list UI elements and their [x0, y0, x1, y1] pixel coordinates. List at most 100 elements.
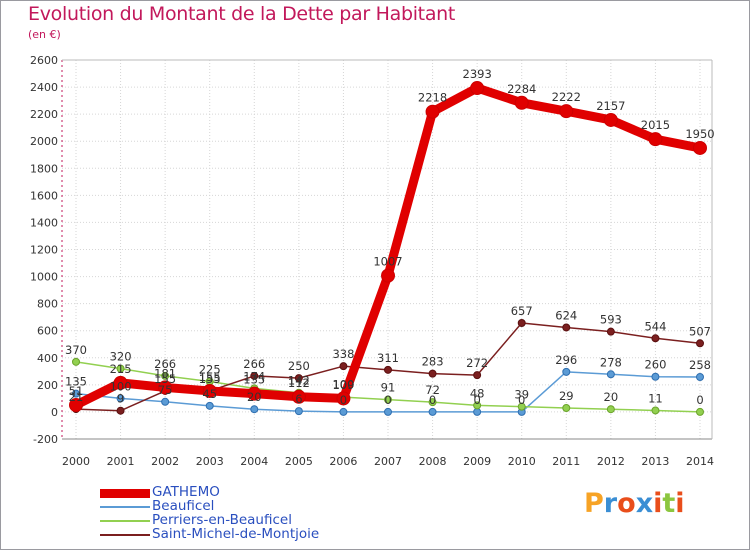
- x-tick-label: 2000: [62, 455, 90, 468]
- x-tick-label: 2009: [463, 455, 491, 468]
- data-label-gathemo: 112: [288, 376, 310, 390]
- y-tick-label: 0: [51, 406, 58, 419]
- x-tick-label: 2013: [641, 455, 669, 468]
- data-label-saint-michel: 250: [288, 359, 310, 373]
- data-label-beauficel: 6: [295, 392, 302, 406]
- data-label-saint-michel: 593: [600, 313, 622, 327]
- point-beauficel: [205, 401, 214, 410]
- x-tick-label: 2006: [329, 455, 357, 468]
- data-label-perriers: 109: [332, 378, 354, 392]
- data-label-saint-michel: 544: [644, 319, 666, 333]
- x-tick-label: 2008: [419, 455, 447, 468]
- proxiti-logo: Proxiti: [584, 488, 685, 519]
- x-tick-label: 2001: [107, 455, 135, 468]
- data-label-beauficel: 135: [65, 375, 87, 389]
- point-perriers: [72, 357, 80, 366]
- point-gathemo: [648, 132, 663, 147]
- y-tick-label: 2600: [30, 54, 58, 67]
- point-gathemo: [381, 268, 395, 283]
- logo-letter: P: [584, 488, 604, 519]
- data-label-saint-michel: 9: [117, 392, 124, 406]
- y-tick-label: 2000: [30, 135, 58, 148]
- data-label-gathemo: 2222: [552, 90, 581, 104]
- point-saint-michel: [651, 334, 660, 343]
- point-saint-michel: [696, 339, 704, 348]
- y-tick-label: 600: [37, 325, 58, 338]
- x-tick-label: 2002: [151, 455, 179, 468]
- point-saint-michel: [250, 371, 259, 380]
- point-perriers: [606, 405, 615, 414]
- data-label-beauficel: 0: [518, 393, 525, 407]
- point-perriers: [116, 364, 125, 373]
- point-beauficel: [606, 370, 615, 379]
- data-label-saint-michel: 155: [199, 372, 221, 386]
- legend-item-perriers: Perriers-en-Beauficel: [100, 512, 360, 528]
- y-tick-label: 1000: [30, 271, 58, 284]
- point-gathemo: [693, 140, 707, 155]
- point-gathemo: [559, 104, 574, 119]
- point-saint-michel: [606, 327, 615, 336]
- legend-label-perriers: Perriers-en-Beauficel: [152, 512, 292, 528]
- data-label-gathemo: 2284: [507, 82, 536, 96]
- point-saint-michel: [339, 362, 348, 371]
- data-label-perriers: 39: [514, 388, 529, 402]
- y-tick-label: 1600: [30, 189, 58, 202]
- y-tick-label: 1200: [30, 244, 58, 257]
- data-label-perriers: 225: [199, 362, 221, 376]
- data-label-perriers: 72: [425, 383, 440, 397]
- data-label-perriers: 370: [65, 343, 87, 357]
- data-label-gathemo: 155: [199, 370, 221, 384]
- data-label-gathemo: 215: [110, 362, 132, 376]
- data-label-beauficel: 296: [555, 353, 577, 367]
- point-saint-michel: [562, 323, 571, 332]
- data-label-beauficel: 0: [384, 393, 391, 407]
- point-perriers: [651, 406, 660, 415]
- data-label-beauficel: 75: [158, 383, 173, 397]
- y-tick-label: 1800: [30, 162, 58, 175]
- data-label-perriers: 174: [243, 369, 265, 383]
- data-label-gathemo: 1950: [685, 127, 714, 141]
- point-perriers: [696, 407, 704, 416]
- point-gathemo: [158, 380, 173, 395]
- data-label-beauficel: 278: [600, 355, 622, 369]
- point-beauficel: [473, 407, 482, 416]
- point-saint-michel: [428, 369, 437, 378]
- data-label-gathemo: 2157: [596, 99, 625, 113]
- legend-swatch-beauficel: [100, 506, 150, 508]
- data-label-saint-michel: 624: [555, 308, 577, 322]
- x-tick-label: 2010: [508, 455, 536, 468]
- legend-swatch-perriers: [100, 520, 150, 522]
- logo-letter: t: [662, 488, 676, 519]
- x-tick-label: 2011: [552, 455, 580, 468]
- y-tick-label: 800: [37, 298, 58, 311]
- point-gathemo: [113, 375, 128, 390]
- data-label-perriers: 48: [470, 386, 485, 400]
- logo-letter: i: [653, 488, 663, 519]
- point-saint-michel: [116, 406, 125, 415]
- data-label-gathemo: 2393: [463, 67, 492, 81]
- data-label-saint-michel: 283: [422, 355, 444, 369]
- point-gathemo: [470, 81, 485, 96]
- point-perriers: [428, 398, 437, 407]
- point-beauficel: [384, 407, 392, 416]
- x-tick-label: 2004: [240, 455, 268, 468]
- data-label-saint-michel: 657: [511, 304, 533, 318]
- point-perriers: [517, 402, 526, 411]
- point-gathemo: [425, 104, 440, 119]
- y-tick-label: 400: [37, 352, 58, 365]
- point-gathemo: [291, 389, 306, 404]
- point-beauficel: [161, 397, 170, 406]
- data-label-gathemo: 2015: [641, 118, 670, 132]
- chart-title: Evolution du Montant de la Dette par Hab…: [28, 3, 456, 25]
- point-beauficel: [294, 407, 303, 416]
- data-label-gathemo: 181: [154, 366, 176, 380]
- data-labels: 135 100 75 45 20 6 0 0 0 0 0 296 278 260 258 370 320 266 2…: [65, 67, 715, 407]
- point-gathemo: [336, 391, 351, 406]
- legend-swatch-gathemo: [100, 489, 150, 498]
- data-label-beauficel: 0: [429, 393, 436, 407]
- series-lines: [69, 81, 707, 416]
- data-label-perriers: 320: [110, 350, 132, 364]
- data-label-beauficel: 45: [202, 387, 217, 401]
- point-gathemo: [514, 95, 529, 110]
